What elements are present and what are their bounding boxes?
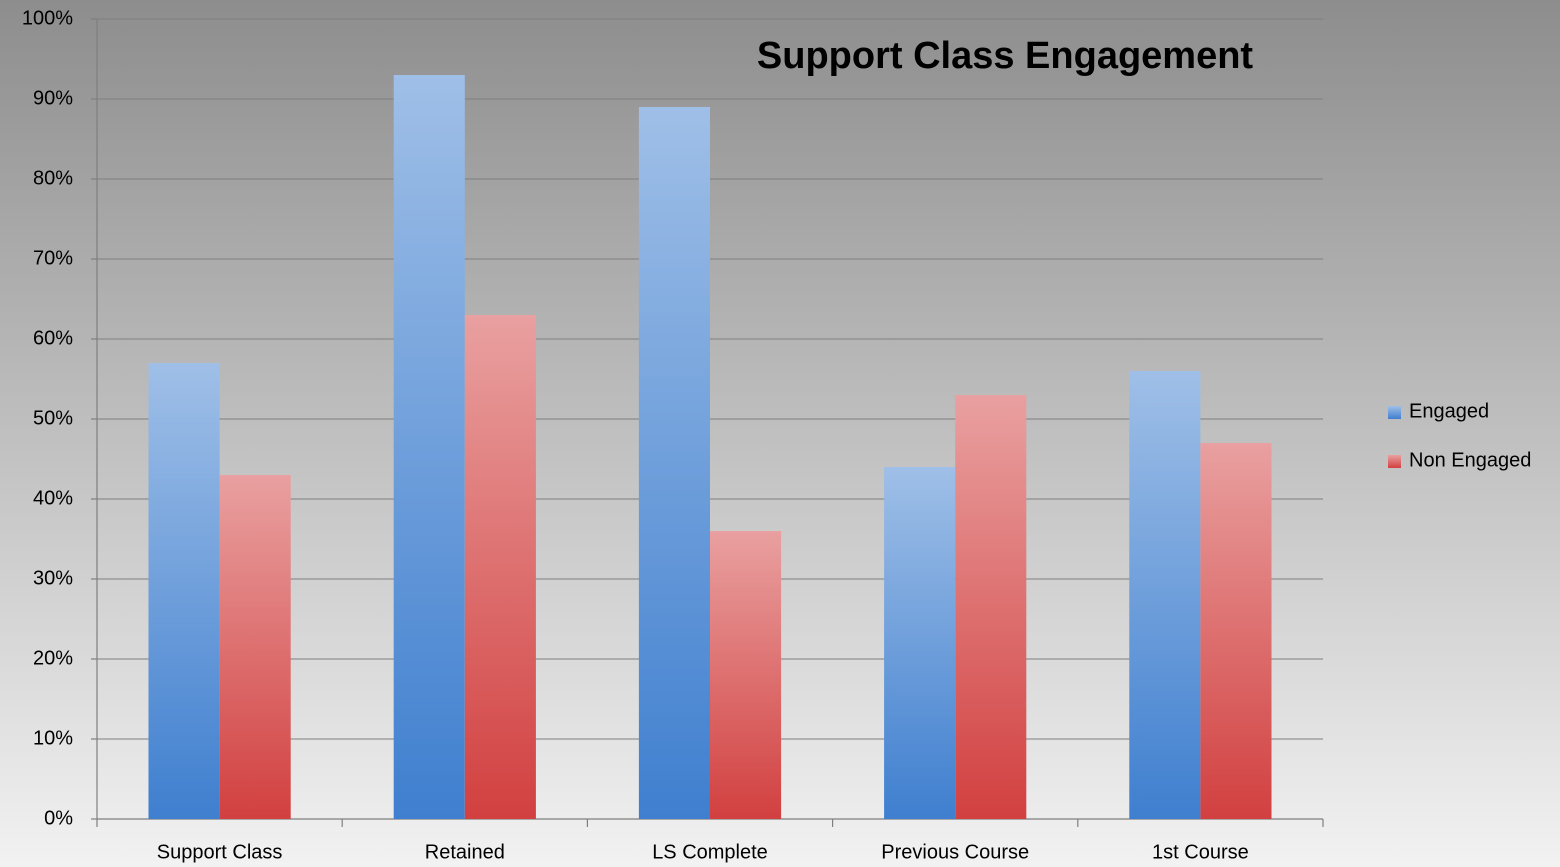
bar <box>464 315 536 819</box>
bar <box>955 395 1027 819</box>
y-tick-label: 0% <box>44 807 73 829</box>
x-tick-label: Previous Course <box>881 841 1029 863</box>
x-tick-label: Retained <box>425 841 505 863</box>
x-tick-label: 1st Course <box>1152 841 1249 863</box>
y-tick-label: 60% <box>33 327 73 349</box>
x-tick-label: LS Complete <box>652 841 768 863</box>
y-tick-label: 80% <box>33 167 73 189</box>
bar <box>710 531 782 819</box>
bar <box>148 363 220 819</box>
legend-marker <box>1388 455 1401 468</box>
bar <box>638 107 710 819</box>
y-tick-label: 70% <box>33 247 73 269</box>
bar <box>393 75 465 819</box>
chart-title: Support Class Engagement <box>757 35 1254 77</box>
y-tick-label: 20% <box>33 647 73 669</box>
x-tick-label: Support Class <box>157 841 283 863</box>
bar <box>219 475 291 819</box>
y-tick-label: 10% <box>33 727 73 749</box>
y-tick-label: 30% <box>33 567 73 589</box>
legend-marker <box>1388 406 1401 419</box>
y-tick-label: 100% <box>22 7 73 29</box>
legend-label: Engaged <box>1409 400 1489 422</box>
y-tick-label: 90% <box>33 87 73 109</box>
bar <box>1200 443 1272 819</box>
y-tick-label: 50% <box>33 407 73 429</box>
bar <box>884 467 956 819</box>
legend-label: Non Engaged <box>1409 449 1531 471</box>
bar <box>1129 371 1201 819</box>
y-tick-label: 40% <box>33 487 73 509</box>
